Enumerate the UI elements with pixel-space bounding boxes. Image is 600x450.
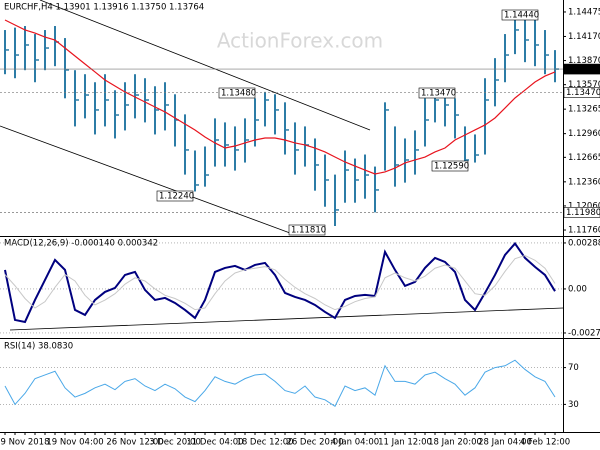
y-tick-label: 1.12360 [568, 177, 600, 187]
macd-trend-line [9, 307, 564, 331]
level-label: 1.13470 [566, 88, 600, 98]
x-tick-label: 18 Jan 20:00 [428, 438, 482, 448]
frame [0, 0, 600, 433]
annotation: 1.13480 [221, 89, 256, 99]
annotation: 1.12240 [159, 192, 194, 202]
annotation: 1.14440 [504, 11, 539, 21]
watermark: ActionForex.com [217, 29, 383, 53]
y-tick-label: -0.002764 [568, 328, 600, 338]
x-tick-label: 11 Dec 04:00 [186, 438, 243, 448]
y-tick-label: 1.12665 [568, 153, 600, 163]
level-label: 1.11980 [566, 208, 600, 218]
series-line [4, 359, 556, 407]
y-tick-label: 0.00 [568, 284, 587, 294]
level-label: 1.13764 [566, 65, 600, 75]
annotation-box [288, 224, 326, 236]
x-tick-label: 4 Feb 12:00 [520, 438, 570, 448]
y-tick-label: 1.14170 [568, 32, 600, 42]
annotation-box [156, 190, 194, 202]
level-box [563, 87, 600, 98]
y-tick-label: 1.11760 [568, 226, 600, 236]
price-header: EURCHF,H4 1.13901 1.13916 1.13750 1.1376… [4, 3, 204, 13]
annotation: 1.13470 [421, 89, 456, 99]
annotation-box [418, 87, 456, 99]
channel-upper [39, 0, 371, 131]
annotation-box [431, 160, 469, 172]
x-tick-label: 28 Jan 04:00 [478, 438, 532, 448]
x-tick-label: 4 Jan 04:00 [331, 438, 379, 448]
y-tick-label: 1.12960 [568, 129, 600, 139]
x-tick-label: 19 Nov 04:00 [46, 438, 103, 448]
y-tick-label: 1.13570 [568, 80, 600, 90]
rsi-header: RSI(14) 38.0830 [4, 342, 73, 352]
y-tick-label: 70 [568, 363, 579, 373]
y-tick-label: 30 [568, 400, 579, 410]
y-tick-label: 1.13265 [568, 105, 600, 115]
level-box [563, 63, 600, 75]
series-line [4, 241, 556, 324]
y-tick-label: 1.14475 [568, 7, 600, 17]
annotation: 1.12590 [434, 162, 469, 172]
level-box [563, 207, 600, 218]
y-tick-label: 1.13870 [568, 56, 600, 66]
annotation-box [218, 87, 256, 99]
moving-average [4, 19, 556, 175]
trend-lines [0, 0, 564, 331]
x-tick-label: 9 Nov 2018 [0, 438, 49, 448]
y-tick-label: 0.002887 [568, 238, 600, 248]
series-line [4, 254, 556, 311]
channel-lower [0, 125, 291, 234]
x-tick-label: 26 Nov 12:00 [106, 438, 163, 448]
x-tick-label: 11 Jan 12:00 [378, 438, 432, 448]
x-tick-label: 18 Dec 12:00 [236, 438, 293, 448]
annotation-box [501, 9, 539, 21]
x-tick-label: 26 Dec 20:00 [286, 438, 343, 448]
y-tick-label: 1.12060 [568, 201, 600, 211]
x-tick-label: 3 Dec 20:00 [149, 438, 201, 448]
macd-header: MACD(12,26,9) -0.000140 0.000342 [4, 239, 158, 249]
annotation: 1.11810 [291, 226, 326, 236]
